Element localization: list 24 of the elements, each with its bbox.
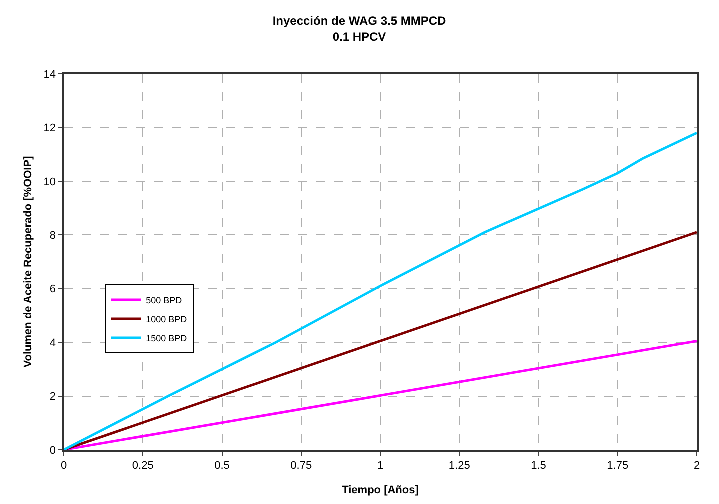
legend-label: 1500 BPD (146, 334, 188, 344)
y-tick-label: 12 (44, 122, 56, 135)
x-tick-label: 0 (60, 460, 68, 472)
y-tick-label: 4 (50, 337, 56, 350)
x-axis-title: Tiempo [Años] (342, 484, 420, 496)
y-tick-label: 0 (50, 444, 56, 457)
legend-label: 500 BPD (146, 296, 183, 306)
y-tick-label: 2 (50, 391, 56, 404)
x-tick-label: 1.75 (607, 460, 629, 472)
y-tick-label: 8 (50, 230, 56, 242)
y-tick-label: 14 (44, 68, 56, 81)
line-series (64, 132, 697, 450)
y-tick-label: 6 (50, 284, 56, 296)
y-axis-title: Volumen de Aceite Recuperado [%OOIP] (22, 156, 34, 368)
y-tick-label: 10 (44, 176, 56, 188)
legend-label: 1000 BPD (146, 314, 188, 325)
x-tick-label: 0.5 (214, 460, 230, 472)
x-tick-label: 1 (377, 460, 384, 472)
x-tick-label: 0.25 (132, 460, 154, 472)
x-tick-label: 0.75 (290, 460, 312, 472)
x-tick-label: 2 (694, 460, 700, 472)
chart-title: Inyección de WAG 3.5 MMPCD 0.1 HPCV (272, 14, 447, 44)
x-tick-label: 1.25 (448, 460, 470, 472)
x-tick-label: 1.5 (531, 460, 546, 472)
